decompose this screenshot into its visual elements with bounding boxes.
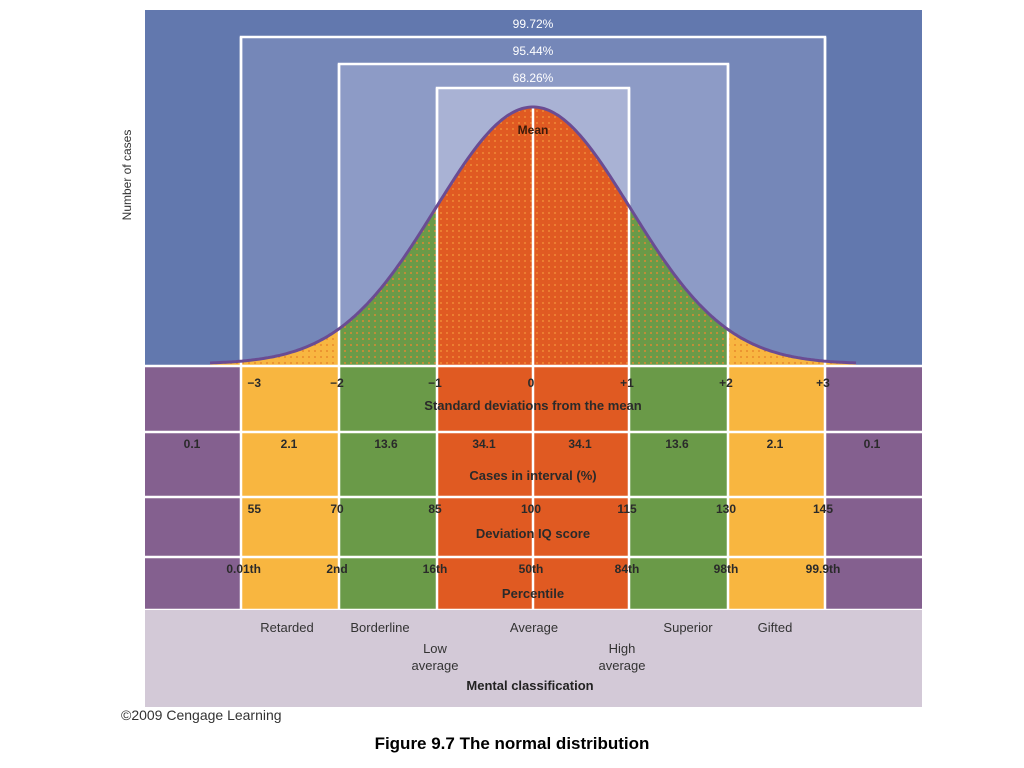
cases-row-title: Cases in interval (%) [469,468,596,483]
iq-row-value: 145 [813,502,833,516]
iq-row-band [145,497,241,557]
range-label-3sd: 99.72% [513,17,554,31]
classification-title: Mental classification [466,678,593,693]
cases-row-band [339,432,437,497]
cases-value: 13.6 [665,437,689,451]
sd-row-value: 0 [528,376,535,390]
classification-label: Low average [412,641,459,673]
iq-row-band [339,497,437,557]
sd-row-band [825,366,922,432]
percentile-row-band [533,557,629,610]
sd-row: −3 −2 −1 0 +1 +2 +3 Standard deviations from th… [145,364,922,432]
percentile-row-band [629,557,728,610]
percentile-row-value: 16th [423,562,448,576]
cases-row-band [629,432,728,497]
data-table: −3 −2 −1 0 +1 +2 +3 Standard deviations from th… [145,364,922,612]
cases-row-band [825,432,922,497]
cases-value: 0.1 [864,437,881,451]
cases-row: 0.1 2.1 13.6 34.1 34.1 13.6 2.1 0.1 Cases in int… [145,430,922,497]
classification-label: Superior [663,620,713,635]
cases-value: 0.1 [184,437,201,451]
sd-row-band [728,366,825,432]
sd-row-band [241,366,339,432]
percentile-row-value: 2nd [326,562,347,576]
percentile-row-value: 99.9th [806,562,841,576]
cases-value: 13.6 [374,437,398,451]
cases-value: 34.1 [568,437,592,451]
iq-row-value: 70 [330,502,344,516]
sd-row-band [339,366,437,432]
percentile-row-value: 50th [519,562,544,576]
percentile-row-value: 98th [714,562,739,576]
iq-row-band [533,497,629,557]
percentile-row-band [728,557,825,610]
cases-row-band [533,432,629,497]
classification-label: Gifted [758,620,793,635]
sd-row-value: −3 [247,376,261,390]
sd-row-value: −2 [330,376,344,390]
cases-row-band [145,432,241,497]
range-label-1sd: 68.26% [513,71,554,85]
iq-row-band [629,497,728,557]
percentile-row-title: Percentile [502,586,564,601]
percentile-row-band [145,557,241,610]
sd-row-band [437,366,533,432]
sd-row-value: +2 [719,376,733,390]
classification-label: High average [599,641,646,673]
sd-row-band [629,366,728,432]
classification-background [145,610,922,707]
iq-row-value: 115 [617,502,637,516]
figure-caption: Figure 9.7 The normal distribution [374,734,650,753]
mean-label: Mean [518,123,549,137]
iq-row-band [241,497,339,557]
cases-value: 2.1 [281,437,298,451]
classification-label: Borderline [350,620,409,635]
classification-label: Average [510,620,558,635]
sd-row-band [533,366,629,432]
cases-value: 34.1 [472,437,496,451]
cases-row-band [728,432,825,497]
iq-row-value: 55 [248,502,262,516]
percentile-row: 0.01th 2nd 16th 50th 84th 98th 99.9th Percentil… [145,555,922,610]
sd-row-value: +3 [816,376,830,390]
iq-row-band [728,497,825,557]
percentile-row-value: 84th [615,562,640,576]
range-label-2sd: 95.44% [513,44,554,58]
iq-row-band [437,497,533,557]
iq-row-value: 130 [716,502,736,516]
sd-row-title: Standard deviations from the mean [424,398,641,413]
sd-row-value: −1 [428,376,442,390]
y-axis-label: Number of cases [120,130,134,221]
normal-curve [209,105,857,365]
sd-row-band [145,366,241,432]
percentile-row-value: 0.01th [226,562,261,576]
sd-row-value: +1 [620,376,634,390]
iq-row-band [825,497,922,557]
cases-row-band [437,432,533,497]
iq-row-title: Deviation IQ score [476,526,590,541]
iq-row-value: 100 [521,502,541,516]
cases-value: 2.1 [767,437,784,451]
iq-row-value: 85 [428,502,442,516]
percentile-row-band [825,557,922,610]
cases-row-band [241,432,339,497]
percentile-row-band [241,557,339,610]
iq-row: 55 70 85 100 115 130 145 Deviation IQ score [145,495,922,557]
percentile-row-band [437,557,533,610]
copyright-text: ©2009 Cengage Learning [121,707,282,723]
percentile-row-band [339,557,437,610]
classification-label: Retarded [260,620,313,635]
